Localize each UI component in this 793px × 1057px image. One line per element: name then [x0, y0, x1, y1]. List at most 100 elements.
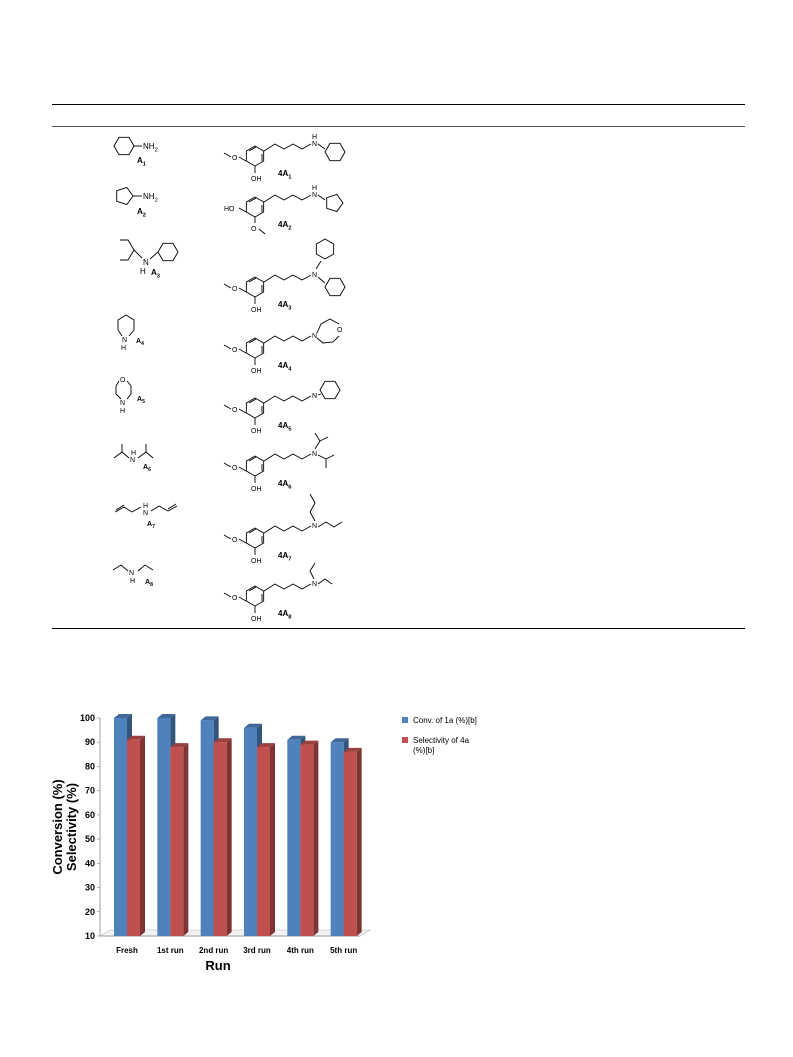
amine-A3-structure: NH A3	[120, 239, 179, 279]
amine-n-label: N	[312, 581, 317, 588]
propyl-top	[309, 493, 316, 522]
y-tick-label: 40	[85, 858, 95, 868]
product-4A5-structure: O OH 4A5 N	[223, 380, 341, 435]
hydroxy-label: OH	[251, 616, 262, 623]
bar-front	[170, 747, 184, 936]
bar-side	[226, 738, 232, 936]
product-4A2-structure: HO O 4A2 NH	[224, 185, 344, 235]
bar-top	[157, 714, 176, 718]
x-tick-label: 1st run	[157, 946, 184, 955]
butyl-chain	[263, 395, 312, 404]
methoxy-o-label: O	[232, 155, 238, 162]
allyl-chain-right	[150, 505, 178, 512]
butyl-chain	[263, 143, 312, 152]
product-label-4A1: 4A1	[278, 169, 292, 180]
hydroxy-label: OH	[251, 558, 262, 565]
bond	[238, 596, 247, 602]
legend-swatch-selectivity	[402, 737, 408, 743]
bond	[238, 348, 247, 354]
bond	[238, 156, 247, 162]
amine-A4-structure: NH A4	[117, 314, 144, 352]
amine-h-label: H	[312, 185, 317, 192]
amine-n-label: N	[312, 393, 317, 400]
double-bond	[167, 503, 177, 510]
bond	[223, 462, 232, 468]
y-tick-label: 20	[85, 907, 95, 917]
amine-h-label: H	[140, 267, 146, 276]
amine-n-label: N	[312, 451, 317, 458]
cyclohexane-ring	[324, 142, 346, 162]
table-header-rule	[52, 126, 745, 127]
allyl-chain-left	[114, 506, 142, 513]
piperidine-ring	[117, 314, 135, 337]
amine-h-label: H	[131, 450, 136, 457]
ethyl-right	[317, 578, 333, 585]
amine-h-label: H	[143, 503, 148, 510]
bond	[238, 408, 247, 414]
x-tick-label: 3rd run	[243, 946, 271, 955]
bar-front	[287, 739, 301, 936]
amine-n-label: N	[130, 457, 135, 464]
bar-top	[300, 740, 319, 745]
bar-side	[183, 743, 189, 936]
x-axis-title: Run	[205, 958, 230, 973]
bar-selectivity-3	[257, 743, 275, 936]
bar-front	[257, 747, 270, 936]
aromatic-bond	[248, 197, 257, 203]
amine-n-label: N	[143, 510, 148, 517]
x-tick-label: 2nd run	[199, 946, 228, 955]
bond	[238, 466, 247, 472]
amine-label-A4: A4	[136, 338, 144, 347]
cyclohexane-ring-top	[315, 238, 335, 260]
morpholine-o-label: O	[120, 377, 126, 384]
bar-front	[343, 751, 357, 936]
piperidine-ring	[319, 380, 341, 400]
bond	[149, 251, 159, 260]
bond	[223, 592, 232, 598]
bar-side	[313, 740, 319, 936]
table-top-rule	[52, 104, 745, 105]
bond	[238, 287, 247, 293]
legend-label-conversion: Conv. of 1a (%)[b]	[413, 716, 477, 725]
product-label-4A8: 4A8	[278, 609, 292, 620]
bar-front	[114, 718, 127, 936]
bond	[317, 276, 326, 284]
legend-entry-selectivity: Selectivity of 4a (%)[b]	[402, 736, 493, 756]
bar-top	[287, 735, 306, 740]
hydroxy-label: OH	[251, 368, 262, 375]
propyl-right	[317, 521, 343, 528]
hydroxy-label: OH	[251, 486, 262, 493]
amine-n-label: N	[129, 570, 134, 577]
amine-h-label: H	[120, 408, 125, 415]
amine-n-label: N	[312, 523, 317, 530]
y-axis-title-line2: Selectivity (%)	[64, 783, 79, 871]
amine-group-label: NH2	[143, 142, 158, 153]
bond	[223, 534, 232, 540]
bond	[238, 207, 247, 213]
bond	[223, 152, 232, 158]
amine-label-A7: A7	[147, 521, 155, 530]
legend-entry-conversion: Conv. of 1a (%)[b]	[402, 716, 493, 726]
amine-label-A8: A8	[145, 579, 153, 588]
table-bottom-rule	[52, 628, 745, 629]
bond	[133, 249, 143, 259]
methoxy-o-label: O	[232, 595, 238, 602]
legend-label-selectivity: Selectivity of 4a	[413, 736, 470, 745]
bond	[223, 344, 232, 350]
cyclopentane-ring	[116, 186, 134, 206]
bond	[325, 454, 335, 460]
bar-selectivity-1	[170, 743, 189, 936]
legend-label-selectivity-unit: (%)[b]	[413, 746, 435, 755]
bar-front	[330, 742, 344, 936]
bar-top	[343, 747, 362, 752]
ethyl-left	[112, 564, 129, 572]
butyl-chain	[263, 194, 312, 203]
product-label-4A2: 4A2	[278, 220, 291, 231]
methoxy-o-label: O	[232, 537, 238, 544]
bar-side	[356, 747, 362, 936]
ethyl-top	[309, 562, 316, 580]
amine-A6-structure: NH A6	[113, 444, 154, 473]
bond	[317, 194, 326, 201]
